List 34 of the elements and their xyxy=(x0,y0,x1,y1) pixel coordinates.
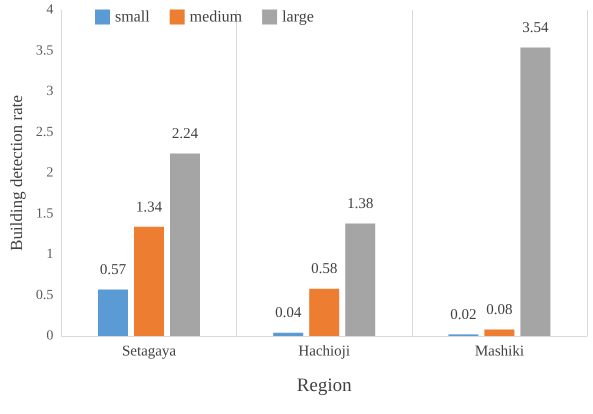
data-label: 0.08 xyxy=(486,302,513,318)
data-label: 3.54 xyxy=(522,20,550,36)
data-label: 0.04 xyxy=(275,305,302,322)
y-axis-title: Building detection rate xyxy=(7,95,26,251)
bar xyxy=(309,288,340,336)
legend-label: medium xyxy=(190,8,243,26)
data-label: 1.38 xyxy=(347,196,374,212)
data-label: 1.34 xyxy=(136,199,163,216)
bar xyxy=(98,290,128,336)
legend-label: small xyxy=(115,8,150,26)
data-label: 0.57 xyxy=(100,262,127,278)
data-label: 2.24 xyxy=(172,126,199,142)
bar xyxy=(520,47,550,336)
data-label: 0.02 xyxy=(450,306,477,323)
x-tick-label: Hachioji xyxy=(298,344,350,360)
x-tick-label: Setagaya xyxy=(122,344,176,360)
bar xyxy=(170,153,200,336)
bar xyxy=(134,226,164,336)
y-tick-label: 3 xyxy=(46,84,54,99)
legend-label: large xyxy=(282,8,314,26)
bar xyxy=(484,329,514,336)
y-tick-label: 2 xyxy=(46,166,54,180)
bar xyxy=(345,224,376,336)
y-tick-label: 0.5 xyxy=(36,288,54,303)
data-label: 0.58 xyxy=(311,261,338,278)
y-tick-label: 1.5 xyxy=(36,206,54,222)
y-tick-label: 1 xyxy=(46,247,54,262)
bar xyxy=(273,332,304,336)
x-axis-title: Region xyxy=(296,375,352,396)
y-tick-label: 0 xyxy=(46,328,54,344)
x-tick-label: Mashiki xyxy=(474,344,524,360)
y-tick-label: 3.5 xyxy=(36,43,54,58)
y-tick-label: 4 xyxy=(46,2,54,18)
y-tick-label: 2.5 xyxy=(36,124,54,140)
